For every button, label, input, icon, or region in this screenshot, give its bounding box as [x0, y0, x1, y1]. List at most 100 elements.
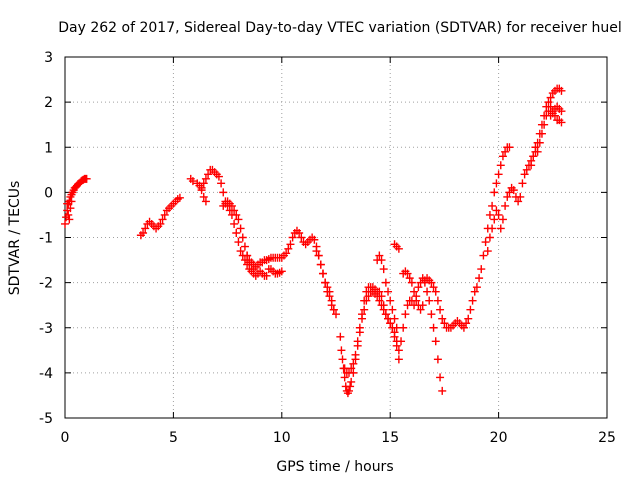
data-series [420, 143, 514, 332]
data-point [433, 296, 442, 305]
y-tick-label: -3 [39, 321, 53, 337]
data-point [349, 359, 358, 368]
data-point [429, 283, 438, 292]
data-series [186, 165, 286, 280]
data-point [490, 188, 499, 197]
data-point [236, 224, 245, 233]
data-point [379, 265, 388, 274]
data-point [470, 287, 479, 296]
data-point [364, 292, 373, 301]
data-point [340, 373, 349, 382]
data-point [485, 210, 494, 219]
data-point [201, 174, 210, 183]
data-point [345, 368, 354, 377]
data-point [238, 233, 247, 242]
data-point [358, 314, 367, 323]
data-point [336, 332, 345, 341]
data-point [375, 296, 384, 305]
data-point [360, 305, 369, 314]
data-series [63, 197, 76, 224]
data-point [505, 188, 514, 197]
data-point [295, 228, 304, 237]
data-point [362, 296, 371, 305]
data-point [520, 170, 529, 179]
data-point [425, 296, 434, 305]
x-tick-label: 0 [61, 430, 70, 446]
data-point [431, 287, 440, 296]
data-point [438, 386, 447, 395]
data-point [464, 314, 473, 323]
data-point [337, 346, 346, 355]
data-point [490, 215, 499, 224]
data-point [483, 247, 492, 256]
data-point [197, 186, 206, 195]
y-tick-label: -1 [39, 231, 53, 247]
data-point [397, 337, 406, 346]
data-point [427, 310, 436, 319]
y-tick-label: 1 [44, 140, 53, 156]
data-point [321, 278, 330, 287]
data-point [394, 346, 403, 355]
data-point [498, 215, 507, 224]
data-point [533, 147, 542, 156]
data-point [414, 283, 423, 292]
data-series [483, 84, 566, 256]
data-point [236, 247, 245, 256]
x-axis-label: GPS time / hours [276, 459, 393, 475]
data-point [175, 193, 184, 202]
data-point [557, 86, 566, 95]
y-axis-label: SDTVAR / TECUs [7, 181, 23, 296]
data-point [388, 305, 397, 314]
data-point [160, 210, 169, 219]
data-point [472, 283, 481, 292]
data-point [503, 192, 512, 201]
data-point [522, 165, 531, 174]
y-tick-label: -2 [39, 276, 53, 292]
data-point [310, 235, 319, 244]
data-point [158, 215, 167, 224]
data-point [384, 287, 393, 296]
y-tick-label: 2 [44, 95, 53, 111]
data-point [488, 201, 497, 210]
data-point [548, 109, 557, 118]
data-point [377, 301, 386, 310]
data-point [403, 269, 412, 278]
data-point [139, 228, 148, 237]
data-point [531, 143, 540, 152]
data-point [475, 274, 484, 283]
data-point [141, 224, 150, 233]
data-point [433, 355, 442, 364]
data-point [232, 210, 241, 219]
data-point [436, 305, 445, 314]
data-point [535, 138, 544, 147]
data-point [345, 386, 354, 395]
data-point [492, 206, 501, 215]
data-point [546, 93, 555, 102]
data-point [329, 305, 338, 314]
data-point [204, 170, 213, 179]
data-point [485, 233, 494, 242]
data-point [240, 242, 249, 251]
data-point [390, 328, 399, 337]
data-point [332, 310, 340, 319]
data-point [219, 188, 228, 197]
data-point [379, 305, 388, 314]
data-point [316, 260, 325, 269]
data-point [514, 197, 523, 206]
data-point [529, 152, 538, 161]
data-point [537, 129, 546, 138]
y-tick-label: -4 [39, 366, 53, 382]
data-point [347, 364, 356, 373]
data-point [373, 292, 382, 301]
data-point [262, 271, 271, 280]
data-point [505, 143, 514, 152]
x-tick-label: 25 [598, 430, 616, 446]
data-point [390, 314, 399, 323]
data-point [410, 287, 419, 296]
data-point [544, 98, 553, 107]
data-point [346, 382, 355, 391]
data-point [284, 244, 293, 253]
data-point [394, 355, 403, 364]
data-point [234, 238, 243, 247]
data-series [546, 102, 566, 120]
